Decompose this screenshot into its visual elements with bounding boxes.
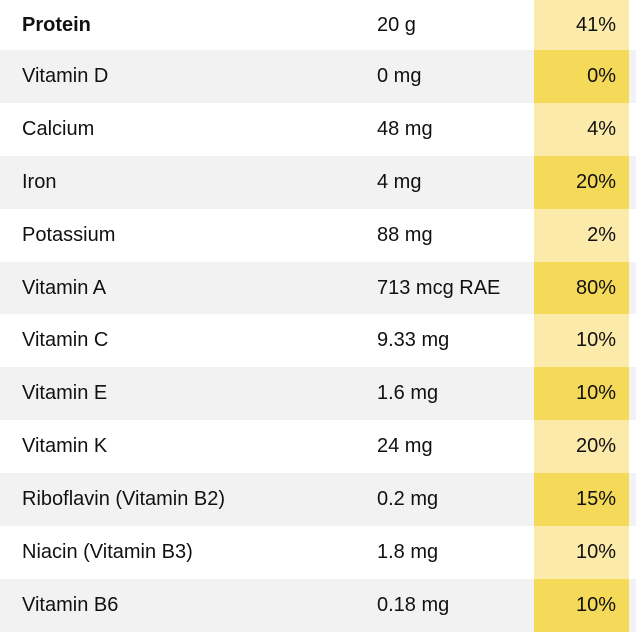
- nutrient-amount: 713 mcg RAE: [377, 276, 501, 299]
- nutrient-name: Vitamin D: [22, 64, 109, 87]
- nutrient-row-riboflavin: Riboflavin (Vitamin B2) 0.2 mg 15%: [0, 473, 636, 527]
- nutrient-daily-value: 41%: [534, 0, 629, 50]
- nutrient-name: Vitamin K: [22, 435, 108, 458]
- nutrient-row-vitamin-d: Vitamin D 0 mg 0%: [0, 50, 636, 103]
- nutrient-name: Potassium: [22, 223, 116, 246]
- nutrient-daily-value: 10%: [534, 367, 629, 421]
- nutrient-daily-value: 0%: [534, 50, 629, 103]
- nutrient-name: Vitamin E: [22, 382, 108, 405]
- row-edge: [629, 473, 636, 526]
- nutrient-daily-value: 80%: [534, 261, 629, 315]
- row-edge: [629, 0, 636, 50]
- nutrient-row-vitamin-b6: Vitamin B6 0.18 mg 10%: [0, 578, 636, 632]
- nutrient-daily-value: 20%: [534, 155, 629, 209]
- row-edge: [629, 314, 636, 367]
- nutrient-daily-value: 10%: [534, 578, 629, 632]
- nutrient-name: Vitamin A: [22, 276, 107, 299]
- nutrient-row-calcium: Calcium 48 mg 4%: [0, 102, 636, 156]
- nutrient-name: Riboflavin (Vitamin B2): [22, 488, 226, 511]
- nutrient-row-niacin: Niacin (Vitamin B3) 1.8 mg 10%: [0, 526, 636, 579]
- nutrient-name: Vitamin B6: [22, 593, 119, 616]
- row-edge: [629, 367, 636, 420]
- nutrient-amount: 1.6 mg: [377, 382, 439, 405]
- nutrient-daily-value: 15%: [534, 473, 629, 527]
- nutrient-amount: 88 mg: [377, 223, 433, 246]
- nutrient-daily-value: 10%: [534, 314, 629, 368]
- nutrient-daily-value: 2%: [534, 208, 629, 262]
- row-edge: [629, 262, 636, 315]
- nutrient-name: Protein: [22, 13, 91, 36]
- nutrient-name: Calcium: [22, 117, 95, 140]
- row-edge: [629, 103, 636, 156]
- nutrient-name: Vitamin C: [22, 329, 109, 352]
- nutrient-amount: 48 mg: [377, 117, 433, 140]
- nutrient-amount: 0.18 mg: [377, 593, 450, 616]
- nutrient-name: Niacin (Vitamin B3): [22, 540, 193, 563]
- nutrient-row-protein: Protein 20 g 41%: [0, 0, 636, 50]
- nutrient-name: Iron: [22, 170, 57, 193]
- nutrient-row-vitamin-a: Vitamin A 713 mcg RAE 80%: [0, 261, 636, 315]
- row-edge: [629, 526, 636, 579]
- nutrient-amount: 9.33 mg: [377, 329, 450, 352]
- nutrient-daily-value: 4%: [534, 102, 629, 156]
- nutrient-amount: 24 mg: [377, 435, 433, 458]
- nutrient-row-vitamin-k: Vitamin K 24 mg 20%: [0, 420, 636, 474]
- nutrient-daily-value: 20%: [534, 420, 629, 474]
- nutrient-amount: 0 mg: [377, 64, 422, 87]
- nutrient-amount: 20 g: [377, 13, 416, 36]
- row-edge: [629, 156, 636, 209]
- nutrient-row-vitamin-c: Vitamin C 9.33 mg 10%: [0, 314, 636, 368]
- nutrient-amount: 0.2 mg: [377, 488, 439, 511]
- nutrient-row-vitamin-e: Vitamin E 1.6 mg 10%: [0, 367, 636, 421]
- row-edge: [629, 50, 636, 103]
- nutrient-row-potassium: Potassium 88 mg 2%: [0, 208, 636, 262]
- row-edge: [629, 579, 636, 632]
- row-edge: [629, 420, 636, 473]
- nutrient-amount: 1.8 mg: [377, 540, 439, 563]
- nutrient-amount: 4 mg: [377, 170, 422, 193]
- nutrient-row-iron: Iron 4 mg 20%: [0, 155, 636, 209]
- nutrient-daily-value: 10%: [534, 526, 629, 579]
- row-edge: [629, 209, 636, 262]
